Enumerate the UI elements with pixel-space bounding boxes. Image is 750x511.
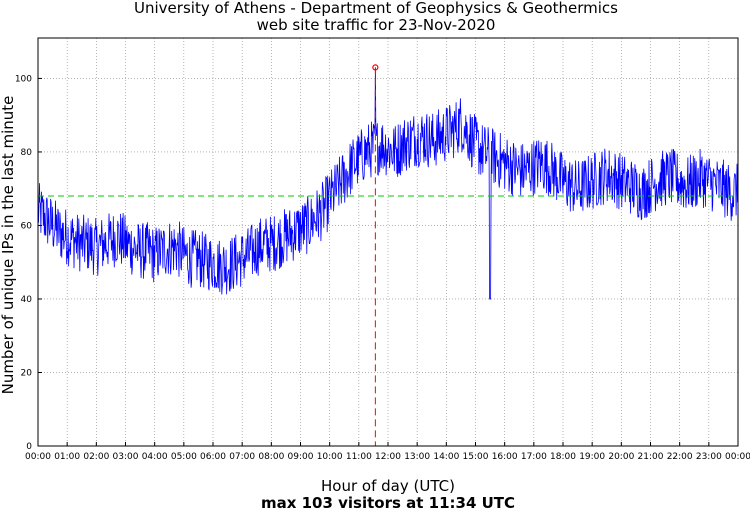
y-tick-label: 0 xyxy=(26,442,32,452)
x-tick-label: 09:00 xyxy=(288,452,314,462)
max-marker-dot xyxy=(372,64,379,71)
x-tick-label: 17:00 xyxy=(521,452,547,462)
x-tick-label: 05:00 xyxy=(171,452,197,462)
max-visitors-note: max 103 visitors at 11:34 UTC xyxy=(261,494,515,511)
x-tick-label: 13:00 xyxy=(404,452,430,462)
x-tick-label: 07:00 xyxy=(229,452,255,462)
y-tick-label: 40 xyxy=(21,295,33,305)
x-tick-label: 14:00 xyxy=(433,452,459,462)
x-tick-label: 11:00 xyxy=(346,452,372,462)
y-tick-label: 100 xyxy=(15,74,32,84)
x-tick-label: 15:00 xyxy=(463,452,489,462)
x-tick-label: 04:00 xyxy=(142,452,168,462)
y-tick-label: 80 xyxy=(21,148,33,158)
x-tick-label: 16:00 xyxy=(492,452,518,462)
x-tick-label: 03:00 xyxy=(113,452,139,462)
x-axis-ticks: 00:00 01:00 02:00 03:00 04:00 05:00 06:00 07:00… xyxy=(25,442,750,462)
x-tick-label: 00:00 xyxy=(725,452,750,462)
traffic-series-line xyxy=(37,67,739,300)
x-tick-label: 18:00 xyxy=(550,452,576,462)
x-tick-label: 01:00 xyxy=(54,452,80,462)
x-tick-label: 08:00 xyxy=(258,452,284,462)
x-tick-label: 00:00 xyxy=(25,452,51,462)
x-tick-label: 23:00 xyxy=(696,452,722,462)
x-tick-label: 02:00 xyxy=(83,452,109,462)
x-tick-label: 22:00 xyxy=(667,452,693,462)
x-tick-label: 10:00 xyxy=(317,452,343,462)
x-axis-label: Hour of day (UTC) xyxy=(321,477,455,495)
y-tick-label: 20 xyxy=(21,368,33,378)
chart-subtitle: web site traffic for 23-Nov-2020 xyxy=(257,16,496,34)
y-tick-label: 60 xyxy=(21,221,33,231)
x-tick-label: 20:00 xyxy=(608,452,634,462)
y-axis-label: Number of unique IPs in the last minute xyxy=(0,96,17,395)
x-tick-label: 21:00 xyxy=(638,452,664,462)
x-tick-label: 19:00 xyxy=(579,452,605,462)
y-axis-ticks: 0 20 40 60 80 100 xyxy=(15,74,42,452)
chart-title: University of Athens - Department of Geo… xyxy=(134,0,618,17)
x-tick-label: 06:00 xyxy=(200,452,226,462)
x-tick-label: 12:00 xyxy=(375,452,401,462)
